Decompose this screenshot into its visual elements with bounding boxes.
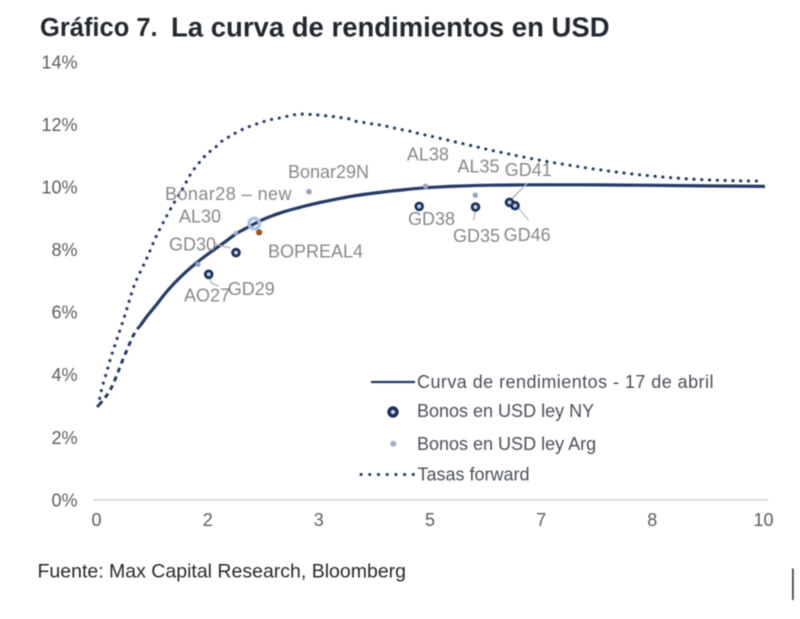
svg-text:La curva de rendimientos en US: La curva de rendimientos en USD <box>171 12 610 43</box>
svg-text:Tasas forward: Tasas forward <box>418 464 530 484</box>
svg-text:GD41: GD41 <box>505 160 552 180</box>
svg-text:8%: 8% <box>51 240 77 260</box>
svg-text:GD29: GD29 <box>228 279 275 299</box>
svg-text:3: 3 <box>314 510 324 530</box>
svg-text:GD30: GD30 <box>169 235 216 255</box>
svg-text:Curva de rendimientos - 17 de: Curva de rendimientos - 17 de abril <box>417 372 714 392</box>
svg-text:Bonos en USD ley Arg: Bonos en USD ley Arg <box>417 434 596 454</box>
svg-text:Bonar28 – new: Bonar28 – new <box>165 184 292 204</box>
svg-text:GD46: GD46 <box>504 225 551 245</box>
svg-text:Bonar29N: Bonar29N <box>288 162 369 182</box>
svg-text:6%: 6% <box>51 303 77 323</box>
svg-text:Bonos en USD ley NY: Bonos en USD ley NY <box>417 401 594 421</box>
svg-text:8: 8 <box>647 510 657 530</box>
svg-text:0: 0 <box>91 510 101 530</box>
svg-text:GD38: GD38 <box>408 209 455 229</box>
svg-text:AL35: AL35 <box>458 157 500 177</box>
svg-text:GD35: GD35 <box>453 226 500 246</box>
svg-text:14%: 14% <box>41 52 77 72</box>
svg-text:10: 10 <box>753 510 773 530</box>
svg-text:10%: 10% <box>41 178 77 198</box>
svg-text:5: 5 <box>425 510 435 530</box>
svg-text:12%: 12% <box>41 115 77 135</box>
svg-text:7: 7 <box>536 510 546 530</box>
svg-text:2: 2 <box>203 510 213 530</box>
svg-text:AL38: AL38 <box>407 145 449 165</box>
svg-text:Fuente: Max Capital Research,: Fuente: Max Capital Research, Bloomberg <box>38 561 407 583</box>
svg-text:AO27: AO27 <box>184 286 230 306</box>
svg-text:0%: 0% <box>51 490 77 510</box>
svg-text:2%: 2% <box>51 428 77 448</box>
svg-text:BOPREAL4: BOPREAL4 <box>268 242 363 262</box>
svg-text:4%: 4% <box>51 365 77 385</box>
svg-text:AL30: AL30 <box>179 207 221 227</box>
svg-text:Gráfico 7.: Gráfico 7. <box>40 14 158 42</box>
